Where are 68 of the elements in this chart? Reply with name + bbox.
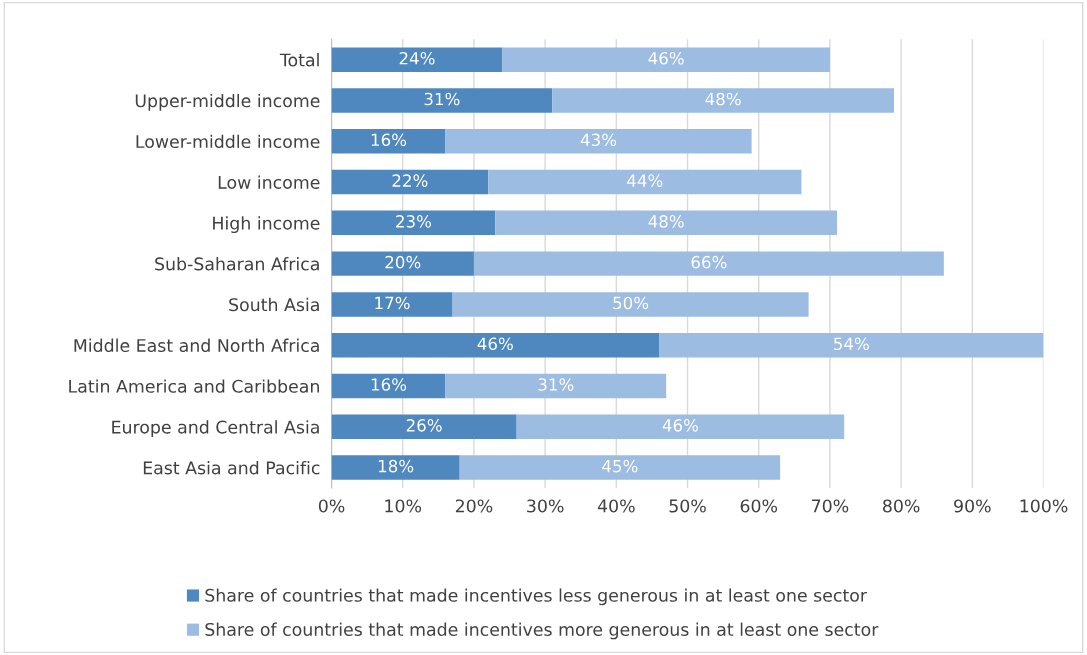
bar: [459, 455, 781, 480]
bar: [331, 332, 660, 358]
bar: [495, 210, 838, 236]
data-label: 22%: [392, 174, 428, 187]
x-tick-label: 0%: [318, 499, 345, 513]
bar: [445, 129, 752, 154]
bar: [452, 292, 809, 317]
y-tick-label: Lower-middle income: [136, 134, 320, 149]
data-label: 24%: [399, 51, 435, 65]
bar: [331, 88, 553, 113]
data-label: 46%: [648, 51, 684, 65]
bar: [659, 332, 1044, 358]
data-label: 31%: [538, 378, 574, 391]
x-tick-label: 30%: [527, 499, 564, 513]
bar: [331, 47, 503, 72]
data-label: 46%: [662, 419, 699, 432]
bar: [445, 373, 667, 399]
y-tick-label: Middle East and North Africa: [74, 338, 319, 353]
data-label: 17%: [375, 296, 410, 310]
data-label: 44%: [627, 174, 663, 187]
bar: [331, 169, 489, 195]
data-label: 16%: [371, 133, 407, 147]
bar: [552, 88, 894, 113]
x-tick-label: 70%: [812, 499, 849, 513]
y-tick-label: Total: [279, 53, 319, 67]
legend-label: Share of countries that made incentives more generous in at least one sector: [205, 622, 879, 640]
y-tick-label: Upper-middle income: [135, 93, 320, 111]
x-tick-label: 50%: [669, 499, 706, 513]
data-label: 43%: [580, 133, 617, 147]
bar: [331, 455, 460, 480]
data-label: 31%: [424, 92, 460, 106]
data-label: 50%: [613, 296, 649, 310]
bar: [473, 251, 944, 276]
bar: [331, 373, 446, 399]
data-label: 20%: [385, 255, 421, 269]
x-tick-label: 80%: [883, 499, 920, 513]
data-label: 26%: [406, 419, 442, 432]
x-tick-label: 100%: [1020, 499, 1068, 513]
x-tick-label: 60%: [740, 499, 778, 513]
y-tick-label: South Asia: [229, 297, 319, 312]
legend-label: Share of countries that made incentives less generous in at least one sector: [205, 588, 867, 606]
y-tick-label: Low income: [218, 175, 320, 189]
data-label: 16%: [371, 378, 407, 391]
data-label: 54%: [834, 337, 869, 351]
bar: [331, 210, 496, 236]
x-tick-label: 10%: [385, 499, 422, 513]
bar: [331, 414, 517, 440]
data-label: 66%: [691, 255, 727, 269]
data-label: 18%: [378, 459, 414, 473]
bar: [502, 47, 830, 72]
data-label: 46%: [477, 337, 513, 351]
bar: [331, 129, 446, 154]
y-tick-label: East Asia and Pacific: [143, 460, 320, 475]
y-tick-label: Europe and Central Asia: [112, 420, 319, 437]
x-tick-label: 40%: [597, 499, 635, 513]
data-label: 45%: [602, 459, 638, 473]
bar: [331, 251, 474, 276]
y-tick-label: Sub-Saharan Africa: [155, 257, 319, 271]
x-tick-label: 20%: [455, 499, 493, 513]
data-label: 48%: [648, 215, 684, 228]
bar: [516, 414, 845, 440]
bar: [488, 169, 802, 195]
x-tick-label: 90%: [954, 499, 991, 513]
y-tick-label: Latin America and Caribbean: [69, 379, 319, 393]
bar: [331, 292, 453, 317]
data-label: 23%: [396, 215, 432, 228]
data-label: 48%: [705, 92, 741, 106]
y-tick-label: High income: [213, 216, 320, 234]
